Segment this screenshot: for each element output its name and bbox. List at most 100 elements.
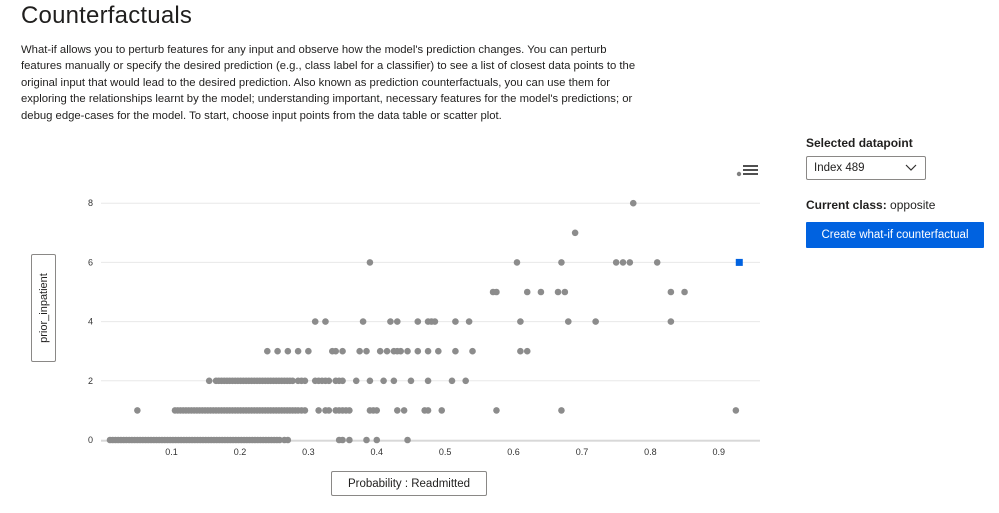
data-point (289, 377, 296, 385)
data-point (619, 259, 627, 266)
data-point (393, 407, 401, 414)
chart-menu-button[interactable] (734, 162, 760, 180)
hamburger-menu-icon (736, 165, 758, 177)
data-point (315, 407, 322, 414)
x-axis-selector-button[interactable]: Probability : Readmitted (331, 471, 487, 496)
data-point (558, 407, 565, 414)
data-point (339, 377, 346, 385)
data-point (732, 407, 740, 414)
data-point (205, 377, 213, 385)
data-point (387, 318, 394, 325)
scatter-chart[interactable]: 0 2 4 6 8 0.1 0.2 0.3 0.4 0.5 0.6 0.7 0.8 0.9 prior_i… (0, 150, 790, 513)
data-point (438, 407, 446, 414)
data-point (359, 318, 367, 325)
data-point (452, 347, 459, 355)
data-point (493, 407, 500, 414)
side-panel: Selected datapoint Index 489 Current cla… (806, 136, 986, 248)
data-point (373, 436, 381, 444)
data-point (397, 347, 405, 355)
data-point (653, 259, 661, 266)
data-point (523, 347, 531, 355)
selected-datapoint-label: Selected datapoint (806, 136, 913, 150)
data-point (400, 407, 408, 414)
data-point (284, 347, 292, 355)
data-point (346, 436, 353, 444)
data-point (301, 377, 309, 385)
x-tick-label: 0.1 (165, 447, 178, 457)
data-point (626, 259, 634, 266)
data-point (424, 407, 432, 414)
data-point (667, 318, 675, 325)
data-point (339, 436, 346, 444)
data-point (274, 347, 281, 355)
x-tick-label: 0.2 (234, 447, 247, 457)
data-point (380, 377, 387, 385)
x-tick-label: 0.4 (371, 447, 384, 457)
data-point (390, 377, 398, 385)
data-point (469, 347, 476, 355)
data-point (517, 318, 524, 325)
data-point (366, 377, 374, 385)
y-tick-label: 4 (88, 317, 93, 327)
data-point (414, 347, 422, 355)
create-counterfactual-button[interactable]: Create what-if counterfactual (806, 222, 984, 248)
datapoint-dropdown[interactable]: Index 489 (806, 156, 926, 180)
data-point (558, 259, 565, 266)
current-class: Current class: opposite (806, 198, 986, 212)
data-point (523, 288, 531, 296)
data-point (264, 347, 271, 355)
data-point (571, 229, 579, 237)
data-point (332, 347, 340, 355)
dropdown-value: Index 489 (814, 162, 865, 174)
current-class-label: Current class: (806, 198, 887, 212)
data-point (356, 347, 363, 355)
data-point (346, 407, 353, 414)
y-axis-selector-button[interactable]: prior_inpatient (31, 254, 56, 362)
data-point (363, 347, 370, 355)
data-point (325, 407, 333, 414)
x-tick-label: 0.5 (439, 447, 452, 457)
data-point (325, 377, 333, 385)
data-point (564, 318, 572, 325)
data-point (424, 377, 432, 385)
data-point (681, 288, 688, 296)
x-tick-label: 0.3 (302, 447, 315, 457)
x-tick-label: 0.7 (576, 447, 589, 457)
scatter-plot-svg[interactable]: 0 2 4 6 8 0.1 0.2 0.3 0.4 0.5 0.6 0.7 0.8 0.9 (0, 150, 790, 513)
data-point (517, 347, 524, 355)
data-point (276, 436, 283, 444)
y-tick-label: 0 (88, 435, 93, 445)
y-tick-label: 2 (88, 376, 93, 386)
data-point (537, 288, 545, 296)
x-tick-label: 0.9 (713, 447, 726, 457)
data-point (301, 407, 309, 414)
data-point (612, 259, 620, 266)
data-point (366, 259, 374, 266)
chevron-down-icon (905, 164, 917, 171)
x-tick-label: 0.8 (644, 447, 657, 457)
data-point (404, 347, 411, 355)
page-description: What-if allows you to perturb features f… (21, 44, 636, 122)
data-point (339, 347, 346, 355)
data-point (513, 259, 521, 266)
data-point (493, 288, 500, 296)
data-point (373, 407, 381, 414)
data-point (322, 318, 329, 325)
data-point (561, 288, 569, 296)
data-point (592, 318, 599, 325)
data-point (435, 347, 442, 355)
selected-data-point (735, 258, 743, 266)
data-point (404, 436, 411, 444)
data-point (465, 318, 473, 325)
data-point (667, 288, 675, 296)
data-point (134, 407, 141, 414)
data-point (407, 377, 415, 385)
y-tick-label: 6 (88, 257, 93, 267)
data-point (363, 436, 370, 444)
data-point (376, 347, 384, 355)
data-point (383, 347, 391, 355)
data-point (294, 347, 302, 355)
data-point (554, 288, 562, 296)
data-point (431, 318, 439, 325)
data-point (448, 377, 456, 385)
